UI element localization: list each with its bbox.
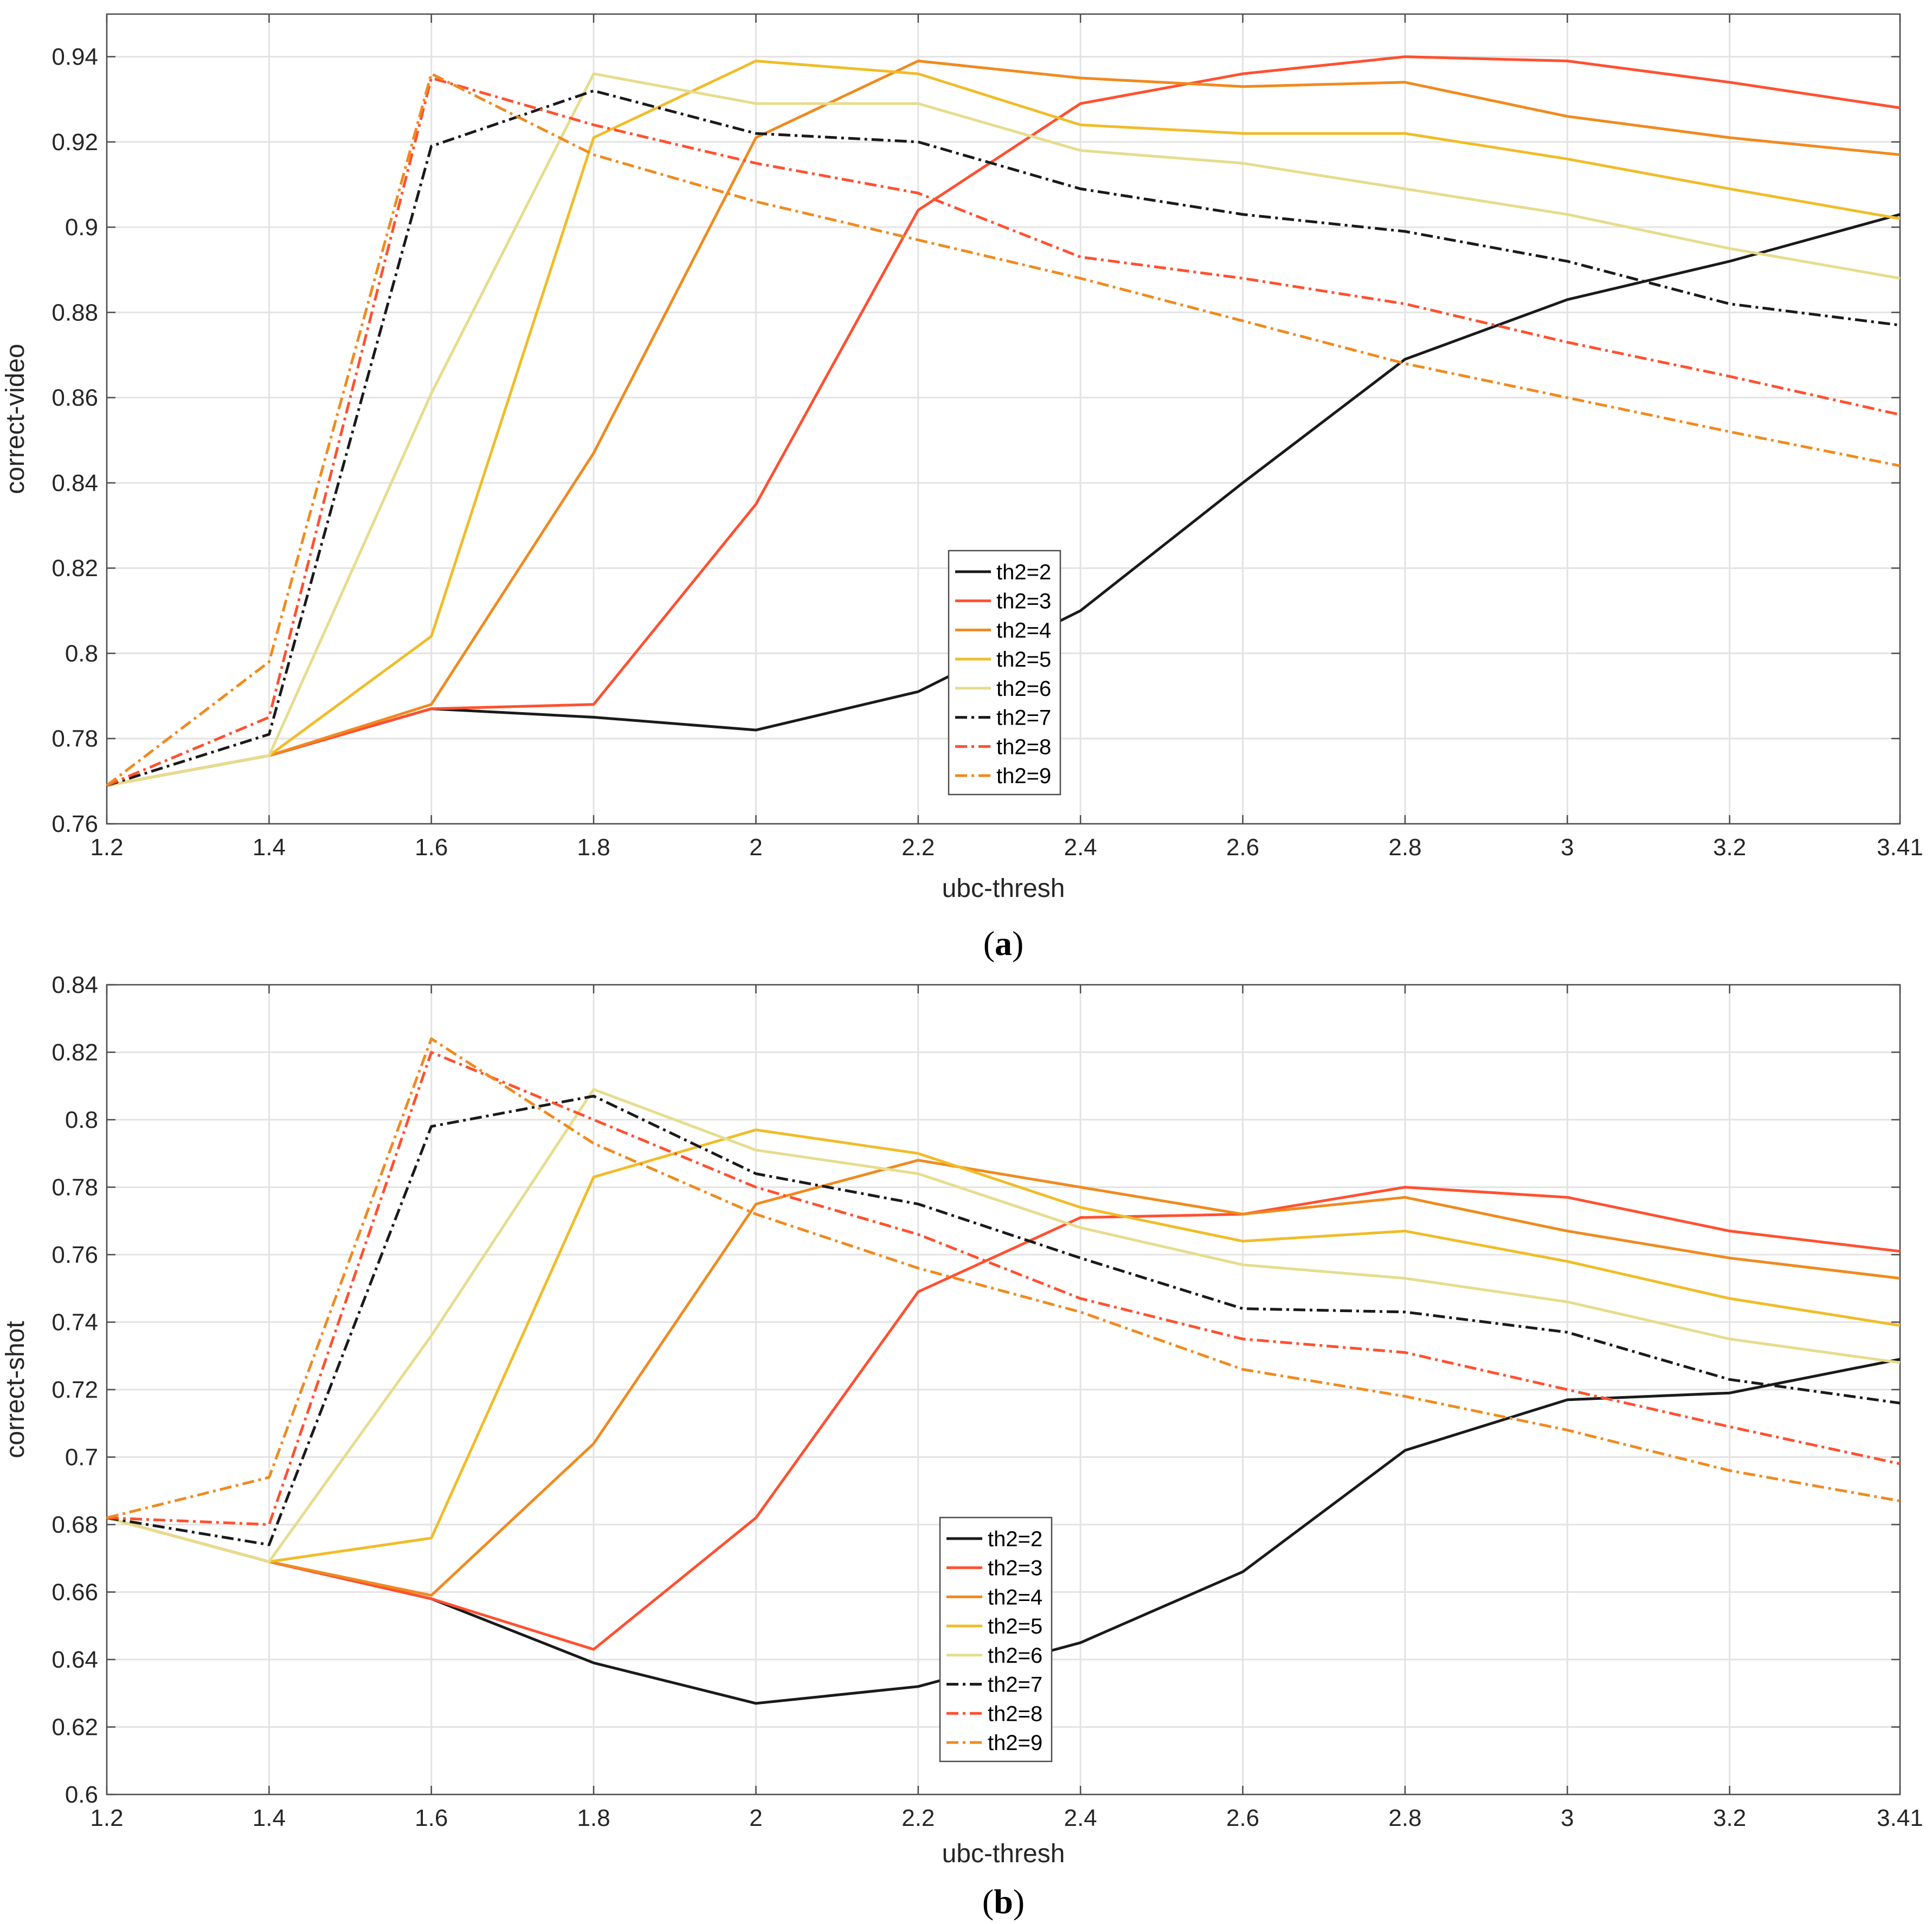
x-tick-label: 3.41 bbox=[1877, 1805, 1923, 1831]
series-line-th2-5 bbox=[106, 1128, 1901, 1563]
legend-label: th2=5 bbox=[988, 1615, 1042, 1638]
ticks: 1.2 1.4 1.6 1.8 2 2.2 2.4 2.6 2.8 3 3.2 3.41 0.76 0.7… bbox=[51, 14, 1923, 861]
y-tick-label: 0.78 bbox=[51, 1174, 98, 1201]
x-tick-label: 1.4 bbox=[253, 1805, 286, 1831]
x-tick-label: 2.2 bbox=[901, 834, 935, 861]
y-tick-label: 0.76 bbox=[51, 811, 98, 837]
figure-caption: (b) bbox=[982, 1882, 1025, 1921]
legend-label: th2=8 bbox=[988, 1702, 1042, 1726]
legend: th2=2 th2=3 th2=4 th2=5 th2=6 th2=7 th2=8 th2=9 bbox=[939, 1516, 1053, 1762]
y-tick-label: 0.94 bbox=[51, 44, 98, 70]
legend-box bbox=[948, 550, 1061, 796]
y-tick-label: 0.92 bbox=[51, 129, 98, 156]
x-tick-label: 3 bbox=[1561, 1805, 1574, 1831]
y-tick-label: 0.68 bbox=[51, 1512, 98, 1538]
y-tick-label: 0.82 bbox=[51, 1040, 98, 1066]
y-tick-label: 0.8 bbox=[65, 1107, 98, 1133]
x-tick-label: 1.6 bbox=[415, 1805, 448, 1831]
series-line-th2-4 bbox=[106, 1159, 1901, 1597]
series-line-th2-8 bbox=[106, 1051, 1901, 1526]
ticks: 1.2 1.4 1.6 1.8 2 2.2 2.4 2.6 2.8 3 3.2 3.41 0.6 0.62… bbox=[51, 972, 1923, 1831]
legend-label: th2=5 bbox=[996, 648, 1051, 672]
x-tick-label: 1.2 bbox=[90, 834, 123, 861]
x-tick-label: 3.2 bbox=[1713, 834, 1746, 861]
series-line-th2-3 bbox=[106, 55, 1901, 787]
series-line-th2-7 bbox=[106, 89, 1901, 787]
series-line-th2-4 bbox=[106, 60, 1901, 787]
y-tick-label: 0.9 bbox=[65, 214, 98, 241]
y-axis-label: correct-video bbox=[1, 344, 30, 494]
y-tick-label: 0.78 bbox=[51, 726, 98, 752]
x-tick-label: 2 bbox=[749, 1805, 762, 1831]
y-tick-label: 0.6 bbox=[65, 1781, 98, 1808]
x-tick-label: 2 bbox=[749, 834, 762, 861]
x-axis-label: ubc-thresh bbox=[942, 874, 1065, 903]
y-tick-label: 0.76 bbox=[51, 1242, 98, 1268]
legend-box bbox=[939, 1516, 1053, 1762]
x-tick-label: 2.8 bbox=[1388, 834, 1421, 861]
x-tick-label: 1.4 bbox=[253, 834, 286, 861]
legend: th2=2 th2=3 th2=4 th2=5 th2=6 th2=7 th2=8 th2=9 bbox=[948, 550, 1061, 796]
x-tick-label: 1.8 bbox=[577, 834, 610, 861]
axes-box bbox=[106, 13, 1901, 825]
legend-label: th2=4 bbox=[996, 618, 1051, 642]
legend-label: th2=6 bbox=[988, 1644, 1042, 1668]
chart-a: 1.2 1.4 1.6 1.8 2 2.2 2.4 2.6 2.8 3 3.2 3.41 0.76 0.7… bbox=[1, 13, 1923, 963]
x-tick-label: 2.8 bbox=[1388, 1805, 1421, 1831]
chart-b: 1.2 1.4 1.6 1.8 2 2.2 2.4 2.6 2.8 3 3.2 3.41 0.6 0.62… bbox=[1, 972, 1923, 1921]
series-line-th2-7 bbox=[106, 1094, 1901, 1546]
x-tick-label: 3 bbox=[1561, 834, 1574, 861]
legend-label: th2=3 bbox=[988, 1557, 1042, 1580]
x-tick-label: 3.41 bbox=[1877, 834, 1923, 861]
x-tick-label: 1.6 bbox=[415, 834, 448, 861]
y-tick-label: 0.62 bbox=[51, 1714, 98, 1741]
x-tick-label: 2.4 bbox=[1064, 834, 1097, 861]
legend-label: th2=8 bbox=[996, 735, 1051, 759]
legend-label: th2=3 bbox=[996, 590, 1051, 614]
y-tick-label: 0.86 bbox=[51, 385, 98, 411]
series-line-th2-8 bbox=[106, 76, 1901, 787]
x-tick-label: 1.8 bbox=[577, 1805, 610, 1831]
series-line-th2-6 bbox=[106, 72, 1901, 787]
y-tick-label: 0.72 bbox=[51, 1377, 98, 1403]
x-tick-label: 2.4 bbox=[1064, 1805, 1097, 1831]
x-tick-label: 1.2 bbox=[90, 1805, 123, 1831]
series-line-th2-5 bbox=[106, 60, 1901, 787]
y-axis-label: correct-shot bbox=[1, 1321, 30, 1458]
x-tick-label: 2.6 bbox=[1226, 1805, 1259, 1831]
y-tick-label: 0.88 bbox=[51, 299, 98, 326]
legend-label: th2=4 bbox=[988, 1585, 1042, 1609]
legend-label: th2=7 bbox=[996, 706, 1051, 730]
series-group bbox=[106, 55, 1901, 787]
y-tick-label: 0.7 bbox=[65, 1444, 98, 1471]
y-tick-label: 0.74 bbox=[51, 1309, 98, 1336]
y-tick-label: 0.84 bbox=[51, 470, 98, 496]
y-tick-label: 0.82 bbox=[51, 555, 98, 582]
legend-label: th2=9 bbox=[996, 764, 1051, 788]
series-line-th2-9 bbox=[106, 1037, 1901, 1519]
y-tick-label: 0.66 bbox=[51, 1579, 98, 1606]
legend-label: th2=6 bbox=[996, 677, 1051, 701]
x-tick-label: 2.6 bbox=[1226, 834, 1259, 861]
series-line-th2-6 bbox=[106, 1088, 1901, 1563]
series-line-th2-3 bbox=[106, 1186, 1901, 1651]
x-tick-label: 3.2 bbox=[1713, 1805, 1746, 1831]
figure-caption: (a) bbox=[983, 924, 1024, 963]
legend-label: th2=7 bbox=[988, 1673, 1042, 1697]
x-tick-label: 2.2 bbox=[901, 1805, 935, 1831]
y-tick-label: 0.8 bbox=[65, 640, 98, 667]
legend-label: th2=2 bbox=[996, 560, 1051, 584]
y-tick-label: 0.84 bbox=[51, 972, 98, 998]
y-tick-label: 0.64 bbox=[51, 1647, 98, 1673]
legend-label: th2=2 bbox=[988, 1527, 1042, 1551]
legend-label: th2=9 bbox=[988, 1731, 1042, 1755]
x-axis-label: ubc-thresh bbox=[942, 1839, 1065, 1868]
